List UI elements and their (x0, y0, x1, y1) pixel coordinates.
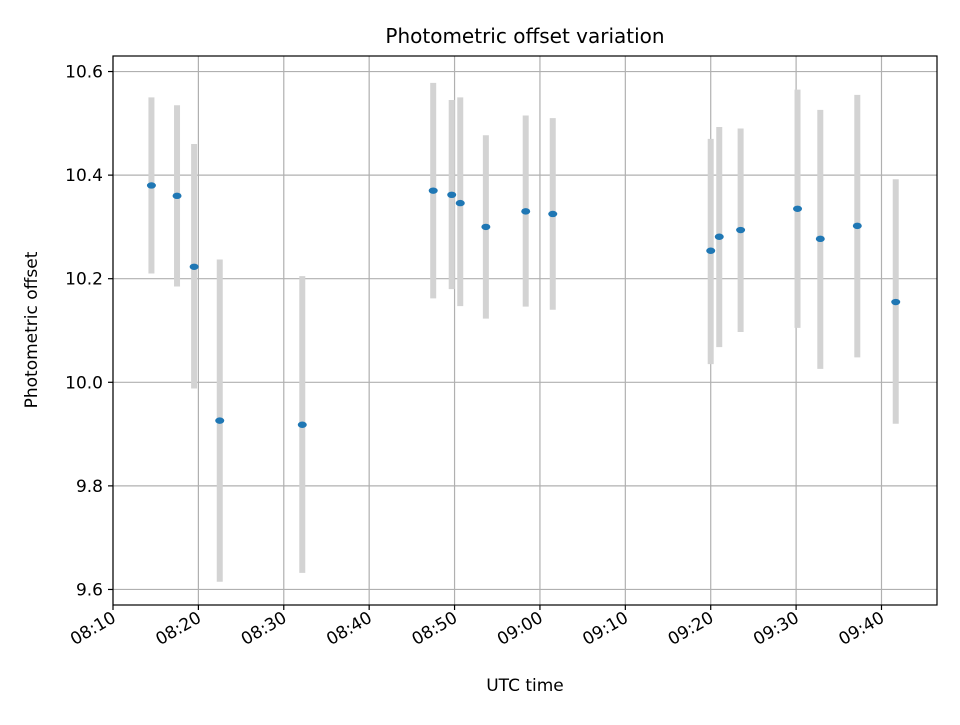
chart-title: Photometric offset variation (385, 24, 664, 48)
data-point (189, 263, 199, 270)
y-tick-label: 10.0 (65, 373, 103, 393)
data-point (297, 421, 307, 428)
y-tick-label: 10.6 (65, 63, 103, 83)
data-point (548, 210, 558, 218)
data-point (891, 298, 901, 306)
y-tick-label: 9.6 (76, 580, 103, 600)
data-point (714, 233, 724, 240)
data-point (793, 205, 803, 212)
data-point (172, 192, 182, 200)
data-point (146, 182, 156, 189)
y-axis-label: Photometric offset (22, 251, 42, 408)
data-point (455, 199, 465, 207)
data-point (447, 191, 457, 199)
x-axis-label: UTC time (486, 676, 564, 696)
data-point (815, 235, 825, 243)
y-tick-label: 10.4 (65, 166, 103, 186)
data-point (736, 226, 746, 234)
data-point (481, 223, 491, 231)
data-point (852, 222, 862, 230)
data-point (521, 208, 531, 215)
y-tick-label: 10.2 (65, 270, 103, 290)
y-tick-label: 9.8 (76, 477, 103, 497)
marker-layer (146, 182, 901, 428)
plot-frame (112, 55, 938, 606)
data-point (428, 187, 438, 194)
data-point (706, 247, 716, 254)
data-point (215, 417, 225, 424)
